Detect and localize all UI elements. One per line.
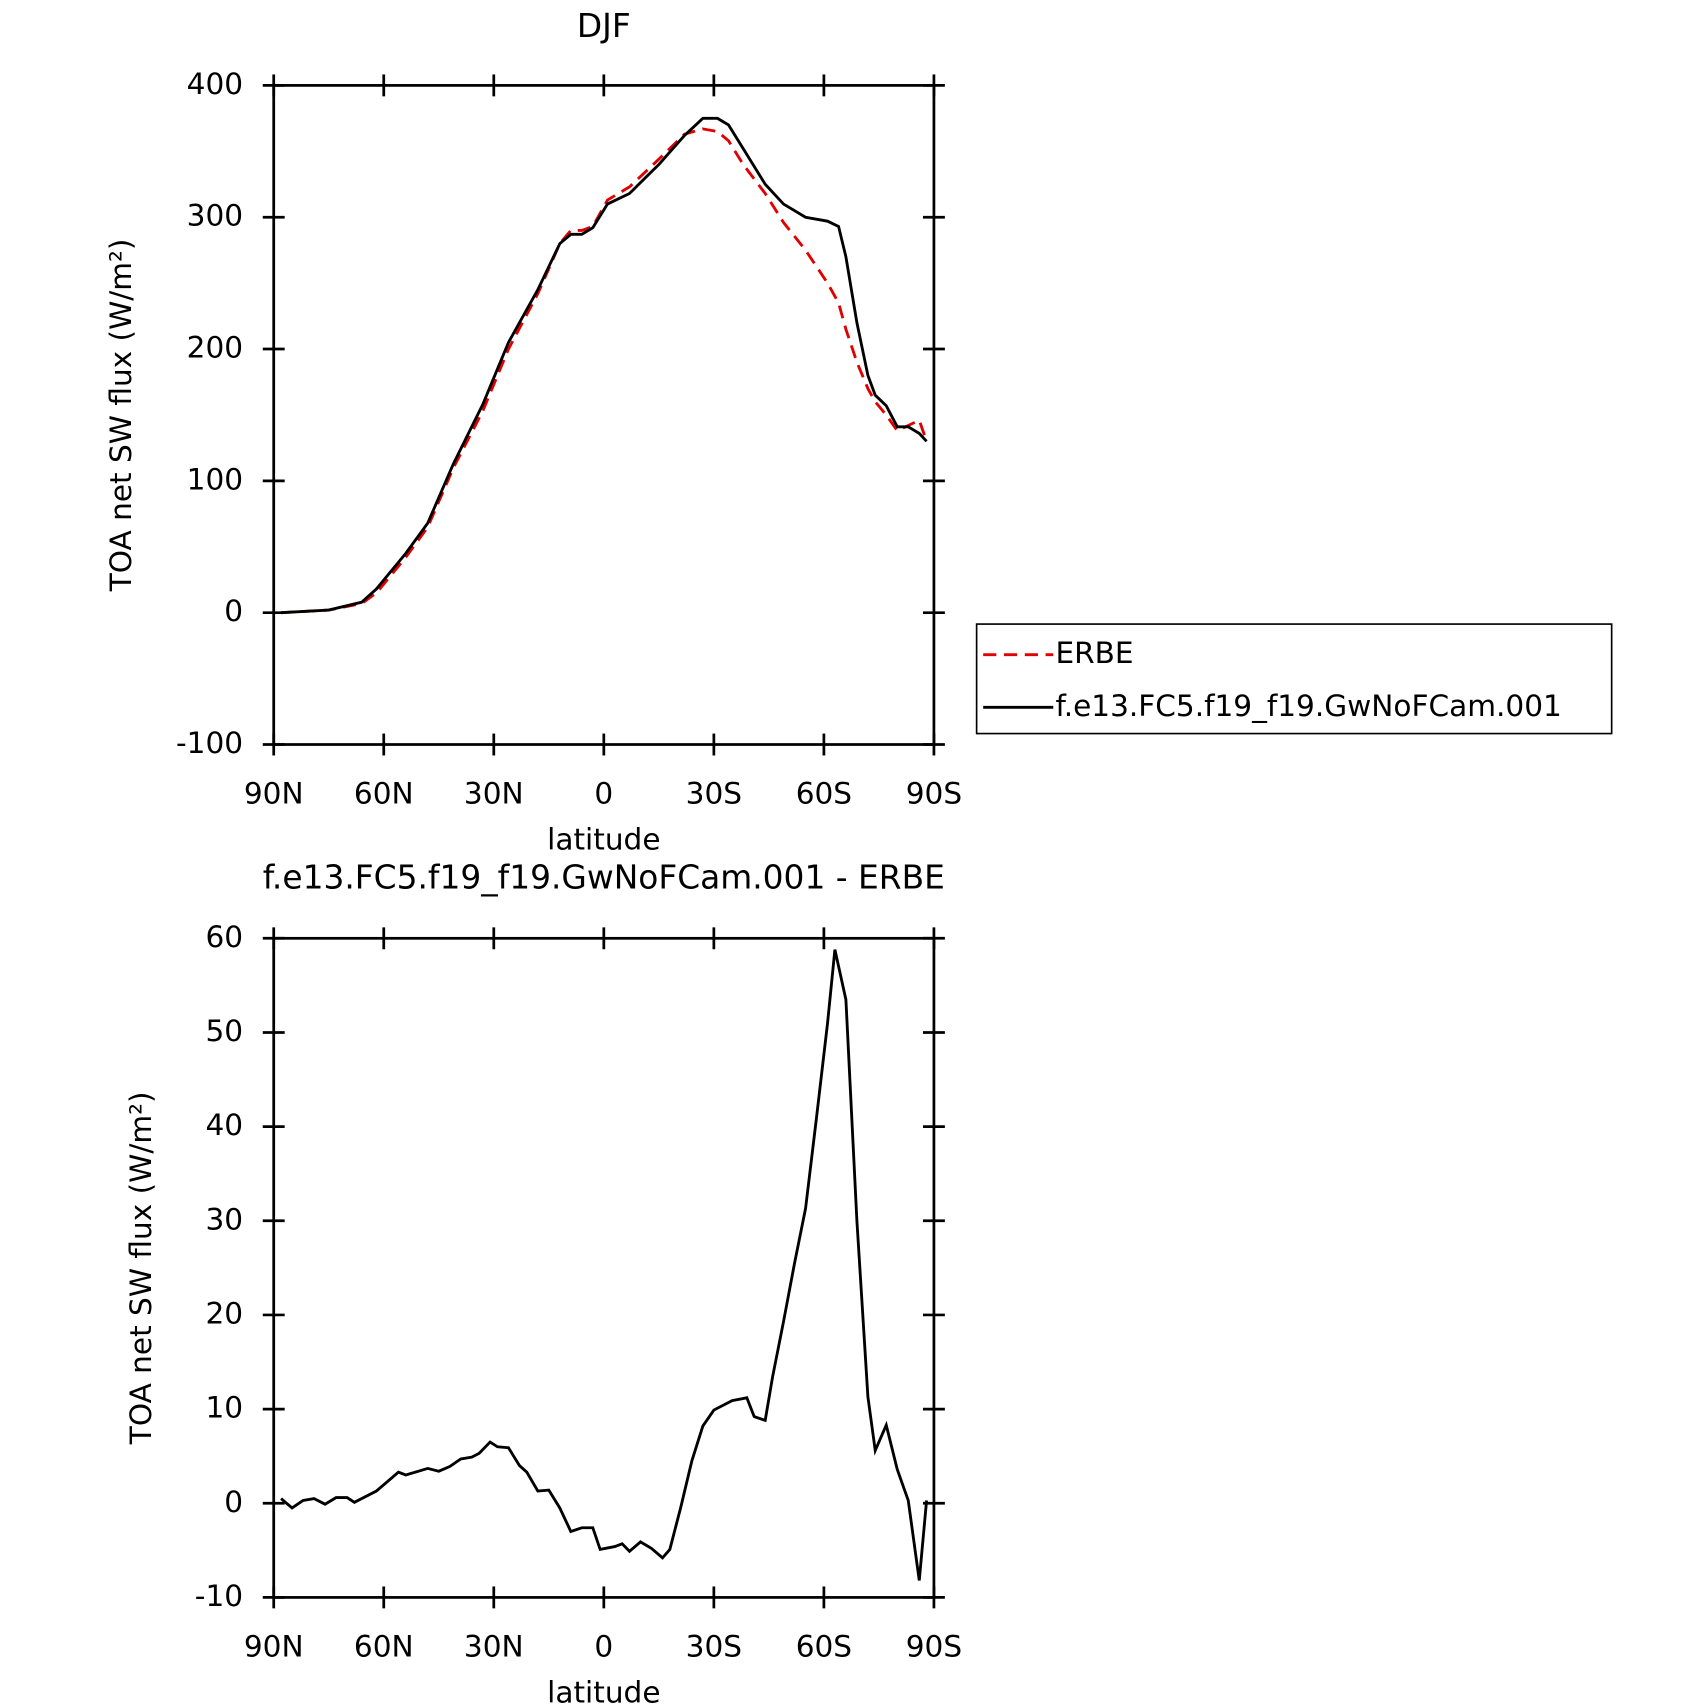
y-tick-label: 50	[205, 1014, 243, 1048]
x-tick-label: 0	[594, 1629, 613, 1663]
x-tick-label: 90N	[244, 1629, 304, 1663]
x-tick-label: 30S	[686, 1629, 742, 1663]
plot-frame	[272, 84, 936, 746]
x-tick-label: 60S	[796, 776, 852, 810]
y-axis-label: TOA net SW flux (W/m²)	[104, 239, 138, 593]
x-tick-label: 60N	[354, 1629, 414, 1663]
y-tick-label: 40	[205, 1108, 243, 1142]
series-line	[280, 949, 929, 1581]
x-tick-label: 90S	[906, 776, 962, 810]
y-tick-label: 30	[205, 1202, 243, 1236]
series-line	[280, 127, 928, 615]
x-tick-label: 90N	[244, 776, 304, 810]
y-tick-label: -100	[176, 726, 243, 760]
x-tick-label: 30S	[686, 776, 742, 810]
y-tick-label: 10	[205, 1391, 243, 1425]
x-tick-label: 30N	[464, 1629, 524, 1663]
series-line	[280, 116, 928, 615]
y-tick-label: 0	[224, 1485, 243, 1519]
y-tick-label: 200	[187, 331, 243, 365]
legend-box	[975, 623, 1613, 735]
y-tick-label: 60	[205, 920, 243, 954]
x-tick-label: 0	[594, 776, 613, 810]
x-tick-label: 60S	[796, 1629, 852, 1663]
x-axis-label: latitude	[547, 1675, 660, 1708]
chart-title: f.e13.FC5.f19_f19.GwNoFCam.001 - ERBE	[263, 859, 945, 897]
x-tick-label: 30N	[464, 776, 524, 810]
y-tick-label: 20	[205, 1296, 243, 1330]
y-tick-label: 100	[187, 462, 243, 496]
y-tick-label: -10	[195, 1579, 243, 1613]
x-tick-label: 60N	[354, 776, 414, 810]
y-tick-label: 0	[224, 594, 243, 628]
y-axis-label: TOA net SW flux (W/m²)	[124, 1092, 158, 1446]
y-tick-label: 400	[187, 67, 243, 101]
legend-label: ERBE	[1055, 636, 1133, 670]
x-tick-label: 90S	[906, 1629, 962, 1663]
chart-title: DJF	[577, 7, 631, 45]
y-tick-label: 300	[187, 199, 243, 233]
legend-label: f.e13.FC5.f19_f19.GwNoFCam.001	[1055, 689, 1561, 723]
x-axis-label: latitude	[547, 822, 660, 856]
plot-frame	[272, 936, 936, 1599]
